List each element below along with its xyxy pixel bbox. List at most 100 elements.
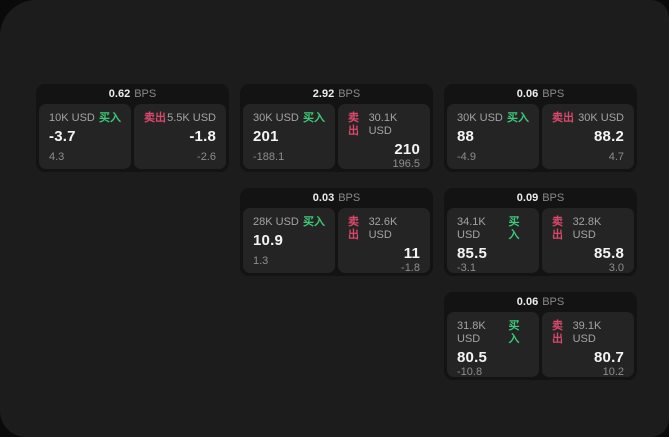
sell-label: 卖出 xyxy=(144,112,166,124)
sell-label: 卖出 xyxy=(348,112,359,137)
buy-notional: 10K USD xyxy=(49,112,95,124)
sell-label: 卖出 xyxy=(552,112,574,124)
bps-header: 0.06 BPS xyxy=(447,84,634,104)
sell-change: -2.6 xyxy=(197,151,216,163)
buy-price: 85.5 xyxy=(457,245,487,262)
sell-change: 4.7 xyxy=(608,151,624,163)
bps-unit-label: BPS xyxy=(338,192,361,204)
sell-cell[interactable]: 卖出 30K USD 88.2 4.7 xyxy=(542,104,634,169)
sell-cell-top: 卖出 32.8K USD xyxy=(552,216,624,242)
quote-card-body: 30K USD 买入 201 -188.1 卖出 30.1K USD 210 1… xyxy=(243,104,430,170)
bps-value: 0.03 xyxy=(312,192,335,204)
bps-value: 0.06 xyxy=(516,296,539,308)
buy-price: 80.5 xyxy=(457,349,487,366)
sell-cell-top: 卖出 39.1K USD xyxy=(552,320,624,346)
bps-unit-label: BPS xyxy=(338,88,361,100)
sell-price: -1.8 xyxy=(189,128,216,145)
buy-cell-top: 30K USD 买入 xyxy=(457,112,529,125)
quote-card: 0.06 BPS 31.8K USD 买入 80.5 -10.8 卖出 39.1… xyxy=(444,292,637,380)
buy-cell[interactable]: 30K USD 买入 88 -4.9 xyxy=(447,104,539,169)
bps-value: 0.06 xyxy=(516,88,539,100)
buy-change: 1.3 xyxy=(253,255,269,267)
sell-price: 210 xyxy=(394,141,420,158)
quote-card-body: 31.8K USD 买入 80.5 -10.8 卖出 39.1K USD 80.… xyxy=(447,312,634,378)
sell-price: 80.7 xyxy=(594,349,624,366)
buy-price: -3.7 xyxy=(49,128,76,145)
sell-notional: 32.6K USD xyxy=(368,216,398,241)
buy-cell-top: 10K USD 买入 xyxy=(49,112,121,125)
buy-change: -188.1 xyxy=(253,151,285,163)
bps-header: 2.92 BPS xyxy=(243,84,430,104)
buy-label: 买入 xyxy=(508,216,520,241)
bps-value: 0.09 xyxy=(516,192,539,204)
buy-notional: 34.1K USD xyxy=(457,216,486,241)
buy-label: 买入 xyxy=(507,112,529,124)
sell-price: 11 xyxy=(403,245,420,262)
sell-change: -1.8 xyxy=(401,262,420,274)
quote-card-body: 10K USD 买入 -3.7 4.3 卖出 5.5K USD -1.8 -2.… xyxy=(39,104,226,169)
sell-label: 卖出 xyxy=(552,320,563,345)
buy-cell-top: 28K USD 买入 xyxy=(253,216,325,229)
buy-label: 买入 xyxy=(99,112,121,124)
sell-label: 卖出 xyxy=(348,216,359,241)
buy-cell[interactable]: 28K USD 买入 10.9 1.3 xyxy=(243,208,335,273)
quote-card: 2.92 BPS 30K USD 买入 201 -188.1 卖出 30.1K … xyxy=(240,84,433,172)
bps-unit-label: BPS xyxy=(542,88,565,100)
buy-label: 买入 xyxy=(303,112,325,124)
buy-notional: 31.8K USD xyxy=(457,320,486,345)
buy-notional: 30K USD xyxy=(457,112,503,124)
bps-unit-label: BPS xyxy=(134,88,157,100)
sell-cell[interactable]: 卖出 30.1K USD 210 196.5 xyxy=(338,104,430,170)
sell-cell-top: 卖出 30K USD xyxy=(552,112,624,125)
sell-notional: 30K USD xyxy=(578,112,624,124)
buy-cell-top: 34.1K USD 买入 xyxy=(457,216,529,242)
quote-card-body: 34.1K USD 买入 85.5 -3.1 卖出 32.8K USD 85.8… xyxy=(447,208,634,274)
bps-header: 0.03 BPS xyxy=(243,188,430,208)
sell-price: 88.2 xyxy=(594,128,624,145)
sell-cell[interactable]: 卖出 39.1K USD 80.7 10.2 xyxy=(542,312,634,378)
sell-change: 3.0 xyxy=(608,262,624,274)
sell-cell[interactable]: 卖出 32.8K USD 85.8 3.0 xyxy=(542,208,634,274)
quote-card-body: 30K USD 买入 88 -4.9 卖出 30K USD 88.2 4.7 xyxy=(447,104,634,169)
quote-card: 0.09 BPS 34.1K USD 买入 85.5 -3.1 卖出 32.8K… xyxy=(444,188,637,276)
buy-notional: 28K USD xyxy=(253,216,299,228)
sell-change: 10.2 xyxy=(602,366,624,378)
sell-change: 196.5 xyxy=(392,158,420,170)
sell-notional: 5.5K USD xyxy=(167,112,216,124)
bps-header: 0.06 BPS xyxy=(447,292,634,312)
buy-cell[interactable]: 31.8K USD 买入 80.5 -10.8 xyxy=(447,312,539,378)
cards-grid: 0.62 BPS 10K USD 买入 -3.7 4.3 卖出 5.5K USD xyxy=(36,84,637,380)
quote-card-body: 28K USD 买入 10.9 1.3 卖出 32.6K USD 11 -1.8 xyxy=(243,208,430,274)
bps-header: 0.09 BPS xyxy=(447,188,634,208)
sell-cell[interactable]: 卖出 32.6K USD 11 -1.8 xyxy=(338,208,430,274)
sell-price: 85.8 xyxy=(594,245,624,262)
buy-cell[interactable]: 10K USD 买入 -3.7 4.3 xyxy=(39,104,131,169)
sell-cell-top: 卖出 5.5K USD xyxy=(144,112,216,125)
buy-cell-top: 31.8K USD 买入 xyxy=(457,320,529,346)
buy-notional: 30K USD xyxy=(253,112,299,124)
bps-value: 0.62 xyxy=(108,88,131,100)
sell-cell-top: 卖出 30.1K USD xyxy=(348,112,420,138)
buy-change: -4.9 xyxy=(457,151,476,163)
buy-change: -3.1 xyxy=(457,262,476,274)
buy-label: 买入 xyxy=(508,320,520,345)
buy-price: 201 xyxy=(253,128,279,145)
bps-unit-label: BPS xyxy=(542,296,565,308)
sell-cell-top: 卖出 32.6K USD xyxy=(348,216,420,242)
sell-notional: 30.1K USD xyxy=(368,112,398,137)
buy-cell[interactable]: 34.1K USD 买入 85.5 -3.1 xyxy=(447,208,539,274)
sell-notional: 39.1K USD xyxy=(572,320,602,345)
sell-label: 卖出 xyxy=(552,216,563,241)
bps-value: 2.92 xyxy=(312,88,335,100)
buy-price: 10.9 xyxy=(253,232,283,249)
buy-change: -10.8 xyxy=(457,366,483,378)
sell-cell[interactable]: 卖出 5.5K USD -1.8 -2.6 xyxy=(134,104,226,169)
buy-label: 买入 xyxy=(303,216,325,228)
buy-cell-top: 30K USD 买入 xyxy=(253,112,325,125)
buy-change: 4.3 xyxy=(49,151,65,163)
quote-card: 0.03 BPS 28K USD 买入 10.9 1.3 卖出 32.6K US… xyxy=(240,188,433,276)
quote-card: 0.06 BPS 30K USD 买入 88 -4.9 卖出 30K USD xyxy=(444,84,637,172)
buy-cell[interactable]: 30K USD 买入 201 -188.1 xyxy=(243,104,335,169)
